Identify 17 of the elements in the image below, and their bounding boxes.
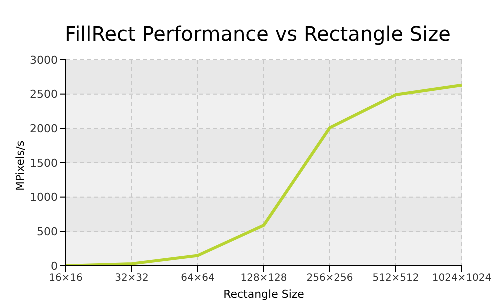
y-tick-label: 2500 <box>30 88 58 102</box>
x-tick-label: 64×64 <box>181 273 215 284</box>
x-tick-label: 128×128 <box>240 273 288 284</box>
x-tick-label: 32×32 <box>115 273 149 284</box>
y-axis-title: MPixels/s <box>14 140 27 191</box>
x-tick-label: 256×256 <box>306 273 354 284</box>
y-tick-label: 1000 <box>30 191 58 204</box>
y-tick-label: 1500 <box>30 156 58 170</box>
y-tick-label: 500 <box>37 226 58 239</box>
x-tick-label: 512×512 <box>372 273 420 284</box>
x-axis-title: Rectangle Size <box>224 288 305 300</box>
chart-title: FillRect Performance vs Rectangle Size <box>64 22 452 46</box>
x-tick-label: 1024×1024 <box>432 273 492 284</box>
x-tick-label: 16×16 <box>49 273 83 284</box>
y-tick-label: 2000 <box>30 122 58 136</box>
y-tick-label: 3000 <box>30 54 58 67</box>
y-tick-label: 0 <box>51 260 58 273</box>
